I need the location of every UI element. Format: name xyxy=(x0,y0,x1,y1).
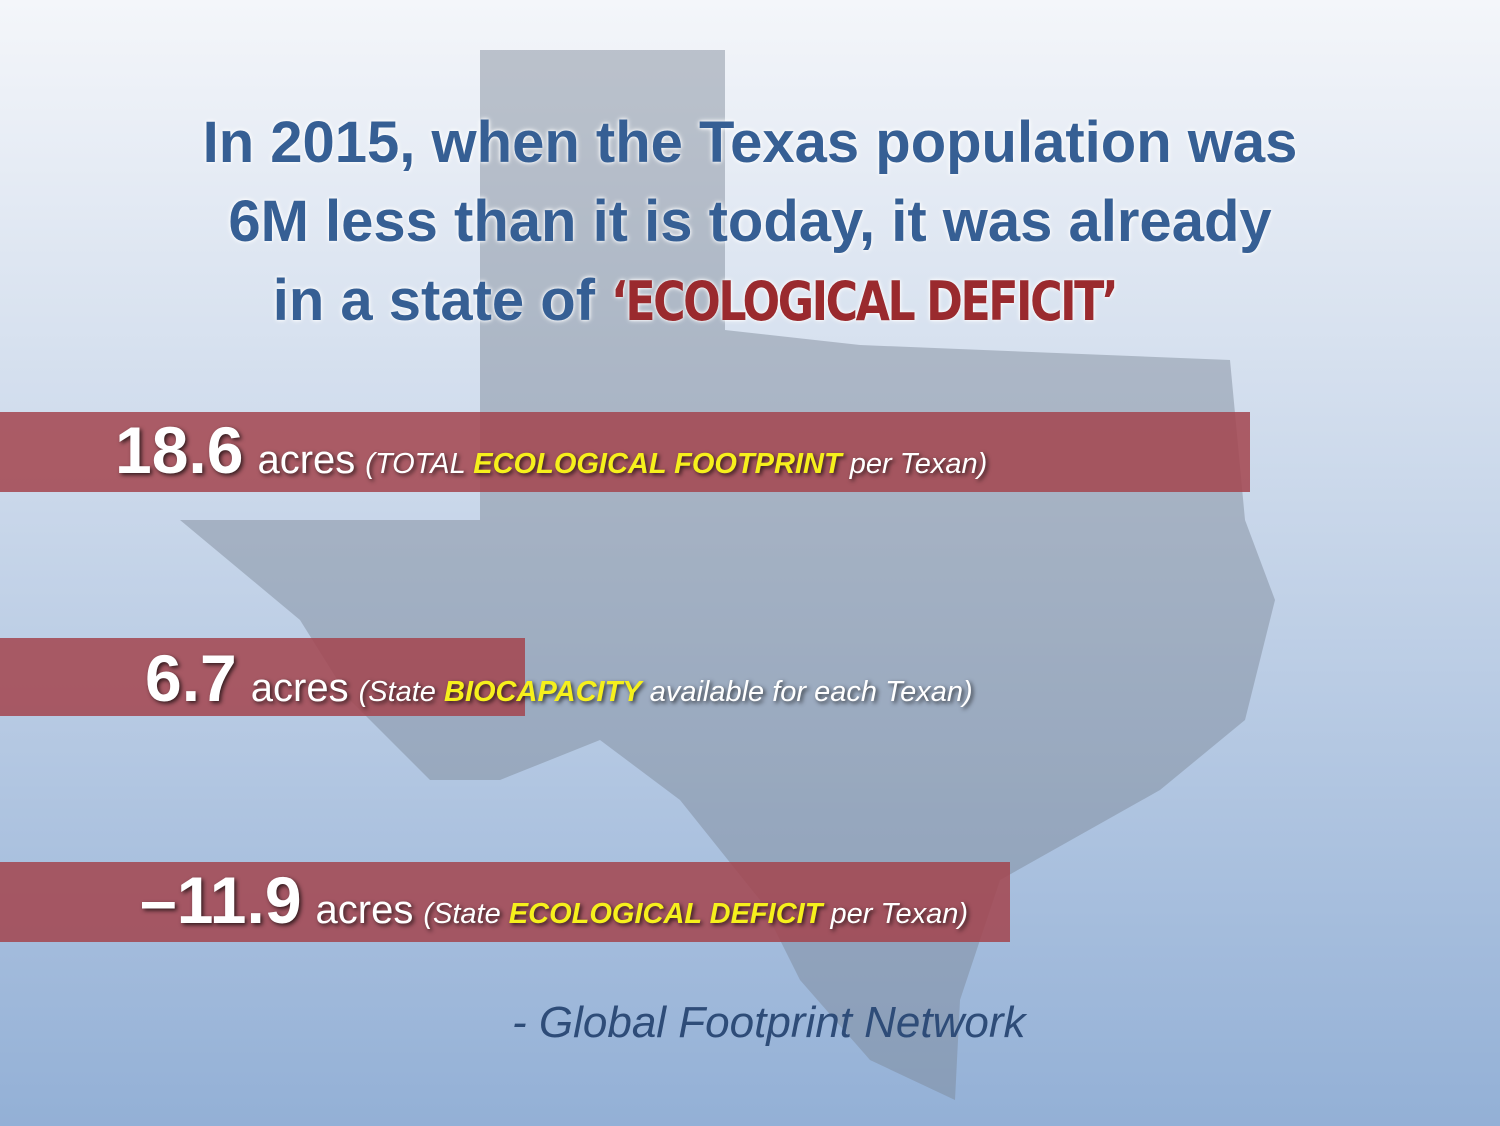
note-highlight: ECOLOGICAL DEFICIT xyxy=(508,898,823,930)
bar xyxy=(0,862,1010,942)
stat-note: (TOTAL ECOLOGICAL FOOTPRINT per Texan) xyxy=(365,448,987,480)
stat-unit: acres xyxy=(315,888,414,932)
title-line: 6M less than it is today, it was already xyxy=(228,189,1272,254)
title-highlight: ‘ECOLOGICAL DEFICIT’ xyxy=(611,270,1119,333)
stat-unit: acres xyxy=(257,438,356,482)
note-text: (TOTAL xyxy=(365,448,474,480)
note-text: (State xyxy=(358,676,444,708)
note-highlight: BIOCAPACITY xyxy=(444,676,642,708)
stat-row: 6.7 acres (State BIOCAPACITY available for… xyxy=(145,640,973,716)
stat-note: (State BIOCAPACITY available for each Te… xyxy=(359,676,973,708)
stat-value: 6.7 xyxy=(145,641,237,715)
note-text: per Texan) xyxy=(822,898,969,930)
stat-value: 18.6 xyxy=(115,413,244,487)
title-text: in a state of xyxy=(272,268,612,333)
stat-row: –11.9 acres (State ECOLOGICAL DEFICIT per … xyxy=(140,862,968,938)
stat-unit: acres xyxy=(250,666,349,710)
note-text: available for each Texan) xyxy=(641,676,973,708)
stat-note: (State ECOLOGICAL DEFICIT per Texan) xyxy=(423,898,968,930)
bar xyxy=(0,412,1250,492)
note-text: per Texan) xyxy=(841,448,988,480)
note-highlight: ECOLOGICAL FOOTPRINT xyxy=(473,448,842,480)
title-line: in a state of ‘ECOLOGICAL DEFICIT’ xyxy=(0,272,1500,330)
title-line: In 2015, when the Texas population was xyxy=(202,110,1298,175)
note-text: (State xyxy=(423,898,509,930)
source: - Global Footprint Network xyxy=(512,998,1026,1047)
bar xyxy=(0,638,525,716)
stat-value: –11.9 xyxy=(140,863,302,937)
stat-row: 18.6 acres (TOTAL ECOLOGICAL FOOTPRINT per… xyxy=(115,412,987,488)
